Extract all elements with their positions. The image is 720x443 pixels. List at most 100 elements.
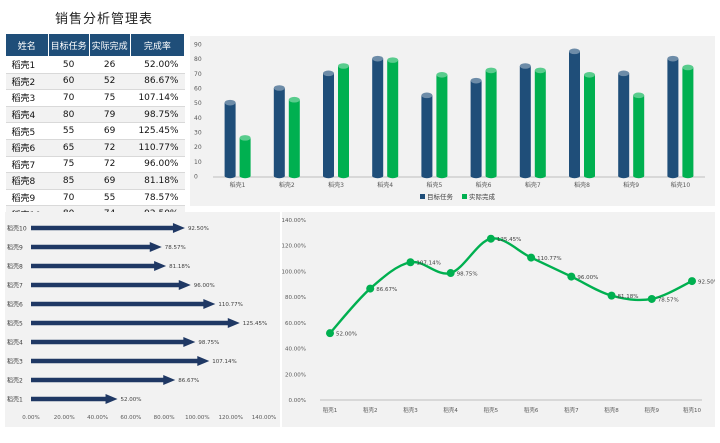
line-point xyxy=(607,291,616,300)
column-bar xyxy=(338,66,349,176)
table-row[interactable]: 稻壳6 65 72 110.77% xyxy=(5,139,185,157)
table-cell[interactable]: 60 xyxy=(48,73,90,91)
table-cell[interactable]: 69 xyxy=(89,172,131,190)
table-cell[interactable]: 125.45% xyxy=(130,122,185,140)
table-cell[interactable]: 55 xyxy=(89,189,131,207)
table-cell[interactable]: 稻壳3 xyxy=(5,89,49,107)
table-cell[interactable]: 72 xyxy=(89,139,131,157)
y-tick-label: 稻壳9 xyxy=(7,244,23,252)
x-tick-label: 稻壳8 xyxy=(574,181,590,189)
y-tick-label: 120.00% xyxy=(282,244,306,250)
table-cell[interactable]: 70 xyxy=(48,89,90,107)
table-cell[interactable]: 26 xyxy=(89,56,131,74)
column-base xyxy=(224,173,236,179)
column-bar xyxy=(534,70,546,176)
x-tick-label: 100.00% xyxy=(185,415,209,421)
data-label: 125.45% xyxy=(497,237,521,243)
data-label: 107.14% xyxy=(416,261,440,267)
table-row[interactable]: 稻壳5 55 69 125.45% xyxy=(5,122,185,140)
legend-swatch xyxy=(462,194,467,199)
table-cell[interactable]: 78.57% xyxy=(130,189,185,207)
y-tick-label: 90 xyxy=(194,42,202,49)
y-tick-label: 40 xyxy=(194,115,202,122)
line-point xyxy=(366,284,375,293)
line-point xyxy=(527,253,536,262)
table-cell[interactable]: 55 xyxy=(48,122,90,140)
table-cell[interactable]: 稻壳5 xyxy=(5,122,49,140)
table-cell[interactable]: 86.67% xyxy=(130,73,185,91)
column-bar xyxy=(387,60,399,176)
x-tick-label: 稻壳2 xyxy=(279,181,295,189)
arrow-bar xyxy=(31,280,191,290)
data-label: 81.18% xyxy=(618,294,639,300)
table-cell[interactable]: 110.77% xyxy=(130,139,185,157)
x-tick-label: 稻壳3 xyxy=(328,181,344,189)
table-cell[interactable]: 107.14% xyxy=(130,89,185,107)
table-cell[interactable]: 75 xyxy=(48,156,90,174)
column-header[interactable]: 目标任务 xyxy=(47,33,90,57)
x-tick-label: 80.00% xyxy=(154,415,175,421)
x-tick-label: 20.00% xyxy=(54,415,75,421)
y-tick-label: 30 xyxy=(194,130,202,137)
x-tick-label: 稻壳8 xyxy=(604,406,619,414)
column-bar xyxy=(436,74,448,176)
table-cell[interactable]: 79 xyxy=(89,106,131,124)
table-cell[interactable]: 70 xyxy=(48,189,90,207)
table-cell[interactable]: 50 xyxy=(48,56,90,74)
y-tick-label: 140.00% xyxy=(282,218,306,224)
column-top xyxy=(682,64,694,71)
x-tick-label: 稻壳6 xyxy=(476,181,492,189)
column-bar xyxy=(519,66,531,176)
table-cell[interactable]: 52 xyxy=(89,73,131,91)
table-cell[interactable]: 稻壳9 xyxy=(5,189,49,207)
table-cell[interactable]: 80 xyxy=(48,106,90,124)
table-row[interactable]: 稻壳3 70 75 107.14% xyxy=(5,89,185,107)
x-tick-label: 0.00% xyxy=(22,415,39,421)
table-cell[interactable]: 75 xyxy=(89,89,131,107)
table-cell[interactable]: 稻壳7 xyxy=(5,156,49,174)
legend-label: 实际完成 xyxy=(469,192,496,201)
column-header[interactable]: 姓名 xyxy=(5,33,49,57)
column-base xyxy=(273,173,285,179)
table-cell[interactable]: 65 xyxy=(48,139,90,157)
table-cell[interactable]: 稻壳4 xyxy=(5,106,49,124)
table-cell[interactable]: 69 xyxy=(89,122,131,140)
table-row[interactable]: 稻壳7 75 72 96.00% xyxy=(5,156,185,174)
line-point xyxy=(486,234,495,243)
column-top xyxy=(288,96,300,103)
arrow-bar xyxy=(31,375,176,385)
table-row[interactable]: 稻壳8 85 69 81.18% xyxy=(5,172,185,190)
table-cell[interactable]: 96.00% xyxy=(130,156,185,174)
y-tick-label: 稻壳4 xyxy=(7,339,23,347)
table-cell[interactable]: 稻壳6 xyxy=(5,139,49,157)
table-cell[interactable]: 稻壳1 xyxy=(5,56,49,74)
table-cell[interactable]: 72 xyxy=(89,156,131,174)
y-tick-label: 稻壳3 xyxy=(7,358,23,366)
column-header[interactable]: 实际完成 xyxy=(88,33,131,57)
y-tick-label: 稻壳8 xyxy=(7,263,23,271)
data-label: 125.45% xyxy=(243,321,267,327)
y-tick-label: 稻壳2 xyxy=(7,377,23,385)
data-label: 52.00% xyxy=(121,397,142,403)
table-cell[interactable]: 稻壳8 xyxy=(5,172,49,190)
x-tick-label: 稻壳5 xyxy=(484,406,499,414)
column-bar xyxy=(372,58,384,176)
table-cell[interactable]: 52.00% xyxy=(130,56,185,74)
table-row[interactable]: 稻壳1 50 26 52.00% xyxy=(5,56,185,74)
table-cell[interactable]: 稻壳2 xyxy=(5,73,49,91)
table-cell[interactable]: 81.18% xyxy=(130,172,185,190)
table-row[interactable]: 稻壳2 60 52 86.67% xyxy=(5,73,185,91)
column-top xyxy=(372,55,384,62)
arrow-bar xyxy=(31,242,162,252)
table-cell[interactable]: 85 xyxy=(48,172,90,190)
column-base xyxy=(421,173,433,179)
table-row[interactable]: 稻壳4 80 79 98.75% xyxy=(5,106,185,124)
column-header[interactable]: 完成率 xyxy=(129,33,186,57)
arrow-bar xyxy=(31,356,210,366)
y-tick-label: 80.00% xyxy=(285,295,306,301)
y-tick-label: 60 xyxy=(194,86,202,93)
table-cell[interactable]: 98.75% xyxy=(130,106,185,124)
column-bar xyxy=(667,58,679,176)
table-row[interactable]: 稻壳9 70 55 78.57% xyxy=(5,189,185,207)
column-bar xyxy=(618,73,630,176)
